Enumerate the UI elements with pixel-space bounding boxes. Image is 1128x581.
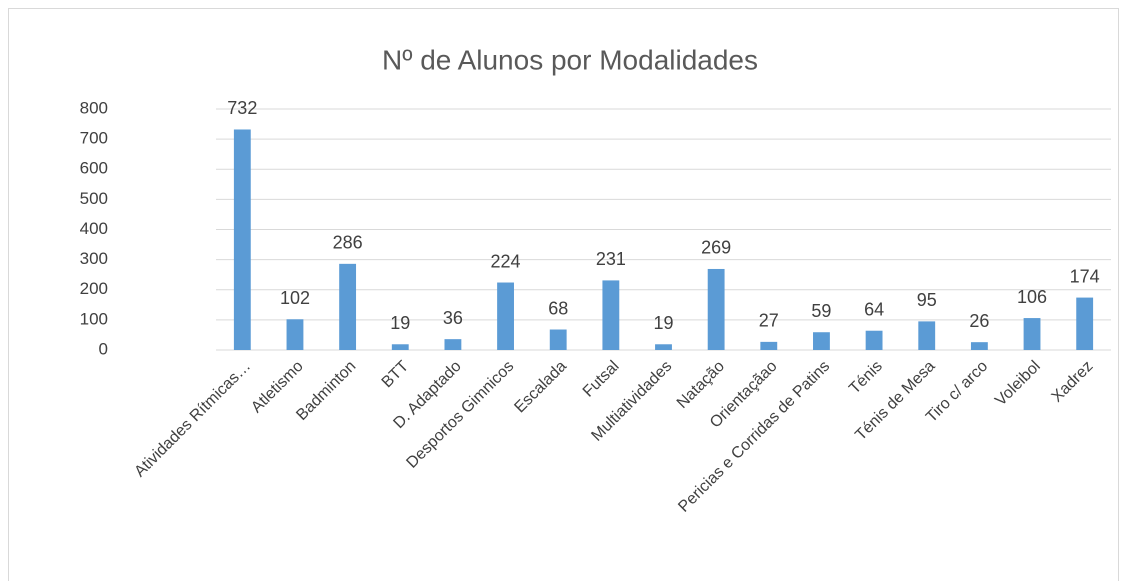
value-label: 95 xyxy=(917,290,937,310)
value-label: 27 xyxy=(759,311,779,331)
bar xyxy=(813,332,830,350)
value-label: 224 xyxy=(491,251,521,271)
bar xyxy=(1076,297,1094,350)
value-label: 64 xyxy=(864,299,884,319)
bar xyxy=(1023,318,1041,350)
value-label: 174 xyxy=(1070,266,1100,286)
bar xyxy=(549,329,567,350)
bar xyxy=(602,280,620,350)
y-tick-label: 100 xyxy=(80,309,108,328)
bar xyxy=(444,339,462,350)
y-tick-label: 0 xyxy=(99,339,108,358)
y-tick-label: 600 xyxy=(80,159,108,178)
bar xyxy=(655,344,672,350)
bar xyxy=(497,282,514,350)
chart-title: Nº de Alunos por Modalidades xyxy=(382,44,758,75)
value-label: 231 xyxy=(596,249,626,269)
value-label: 269 xyxy=(701,238,731,258)
value-label: 19 xyxy=(390,313,410,333)
y-tick-label: 800 xyxy=(80,98,108,117)
y-tick-label: 500 xyxy=(80,189,108,208)
bar xyxy=(707,268,725,350)
y-tick-label: 700 xyxy=(80,129,108,148)
bar xyxy=(865,330,883,350)
value-label: 102 xyxy=(280,288,310,308)
value-label: 68 xyxy=(548,298,568,318)
bar xyxy=(918,321,936,350)
bar xyxy=(233,129,251,350)
y-tick-label: 200 xyxy=(80,279,108,298)
y-tick-label: 300 xyxy=(80,249,108,268)
bar xyxy=(286,319,304,350)
y-tick-label: 400 xyxy=(80,219,108,238)
chart-border xyxy=(8,8,1119,581)
value-label: 36 xyxy=(443,308,463,328)
bar xyxy=(760,341,778,350)
value-label: 286 xyxy=(333,233,363,253)
bar xyxy=(339,263,357,350)
bar xyxy=(970,342,988,350)
value-label: 26 xyxy=(969,311,989,331)
value-label: 106 xyxy=(1017,287,1047,307)
value-label: 19 xyxy=(653,313,673,333)
value-label: 59 xyxy=(811,301,831,321)
bar xyxy=(391,344,409,350)
value-label: 732 xyxy=(227,98,257,118)
